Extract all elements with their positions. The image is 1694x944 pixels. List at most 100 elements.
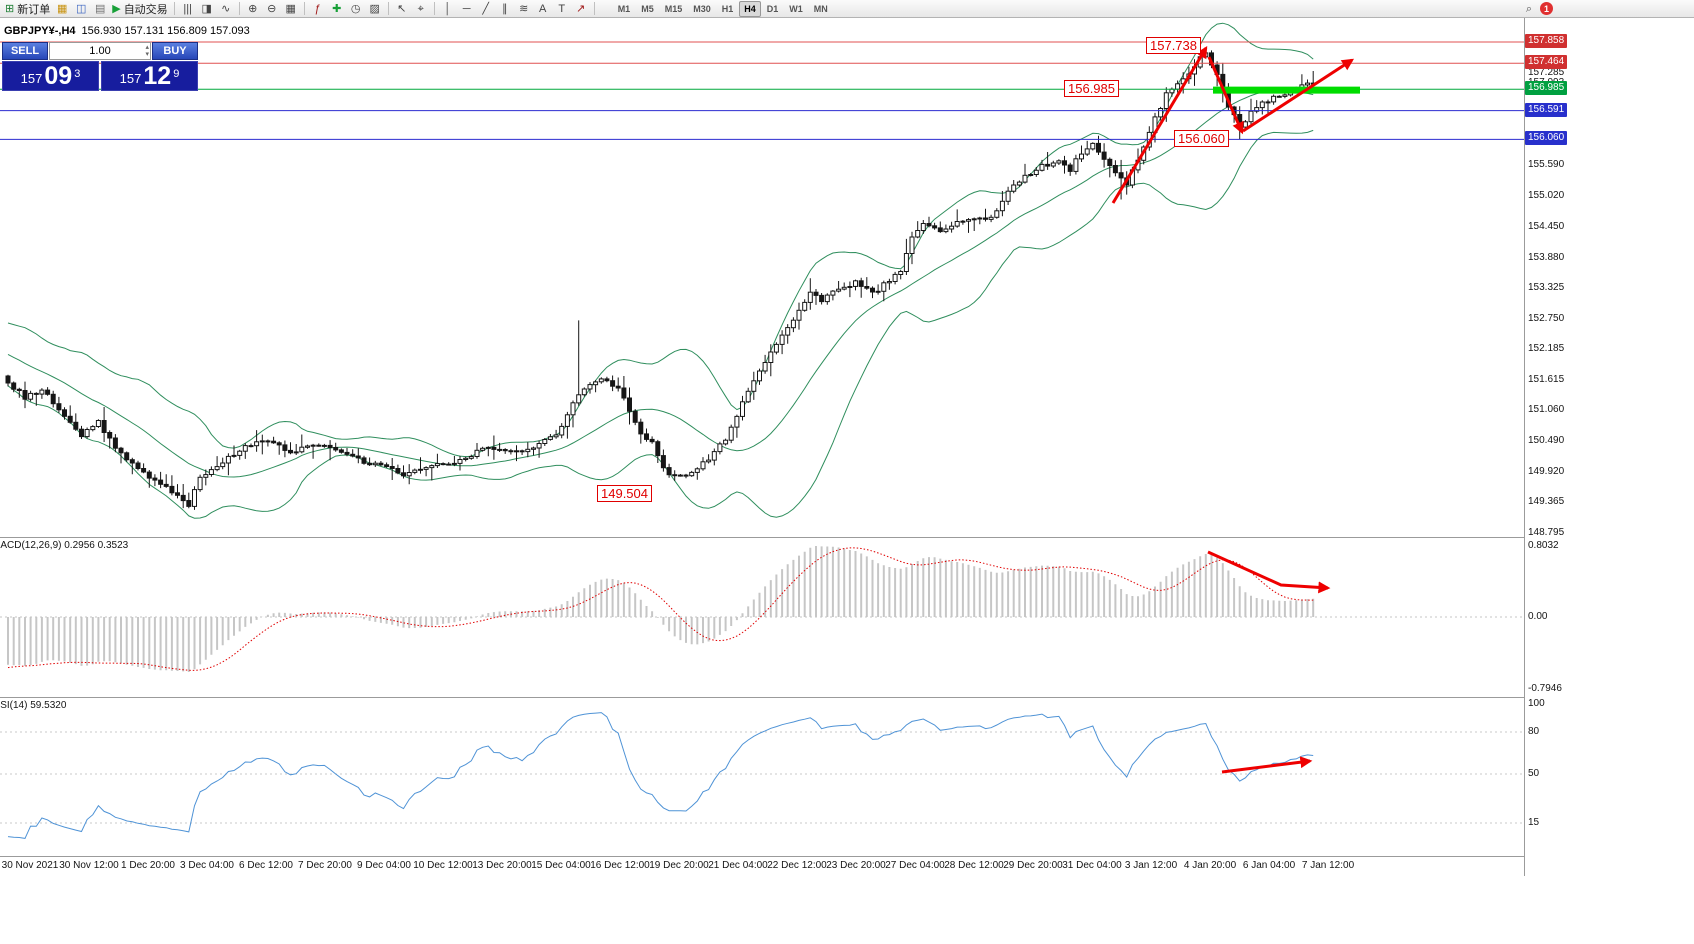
chart-window-icon-icon: ▦ (57, 2, 68, 15)
periods-icon-icon: ◷ (350, 2, 361, 15)
toolbar-separator (387, 2, 389, 15)
rsi-plot (0, 712, 1524, 839)
vertical-line-icon[interactable]: │ (439, 1, 457, 17)
chart-background (0, 18, 1694, 944)
volume-value: 1.00 (89, 45, 111, 57)
chart-ohlc-header: GBPJPY¥-,H4 156.930 157.131 156.809 157.0… (4, 25, 250, 37)
vertical-line-icon-icon: │ (444, 2, 452, 15)
crosshair-icon[interactable]: ⌖ (412, 1, 430, 17)
timeframe-m30-button[interactable]: M30 (693, 3, 711, 14)
one-click-trading-panel: SELL 1.00 ▴ ▾ BUY 157 09 3 157 12 9 (2, 42, 198, 91)
toolbar-separator (433, 2, 435, 15)
fibonacci-icon-icon: ≋ (519, 2, 529, 15)
arrow-tool-icon-icon: ↗ (576, 2, 586, 15)
sell-price-prefix: 157 (20, 71, 43, 86)
market-watch-icon-icon: ▤ (95, 2, 106, 15)
timeframe-h1-button[interactable]: H1 (721, 3, 734, 14)
fibonacci-icon[interactable]: ≋ (515, 1, 533, 17)
timeframe-m15-button[interactable]: M15 (664, 3, 683, 14)
new-order-button-label: 新订单 (17, 3, 51, 16)
bar-chart-icon[interactable]: ||| (179, 1, 197, 17)
candlesticks (5, 46, 1316, 510)
autotrade-icon: ▶ (112, 2, 121, 15)
ohlc-values: 156.930 157.131 156.809 157.093 (81, 25, 250, 37)
rsi-indicator-label: RSI(14) 59.5320 (0, 700, 67, 711)
autotrade-button-label: 自动交易 (123, 3, 168, 16)
timeframe-w1-button[interactable]: W1 (789, 3, 803, 14)
arrow-tool-icon[interactable]: ↗ (572, 1, 590, 17)
volume-stepper[interactable]: ▴ ▾ (145, 43, 149, 59)
timeframe-bar: M1 M5 M15 M30 H1 H4 D1 W1 MN (613, 0, 833, 17)
add-indicator-icon-icon: ✚ (332, 2, 342, 15)
market-watch-icon[interactable]: ▤ (91, 1, 109, 17)
toolbar-separator (238, 2, 240, 15)
buy-button[interactable]: BUY (152, 42, 198, 60)
panel-borders (0, 18, 1525, 876)
bollinger-bands (7, 22, 1314, 519)
templates-icon[interactable]: ▨ (366, 1, 384, 17)
cursor-icon-icon: ↖ (397, 2, 407, 15)
candlestick-chart-icon-icon: ◨ (201, 2, 212, 15)
tile-windows-icon-icon: ▦ (285, 2, 296, 15)
timeframe-h4-button[interactable]: H4 (739, 0, 761, 17)
toolbar: ⊞ 新订单 ▦ ◫ ▤ ▶ 自动交易 ||| ◨ ∿ ⊕ ⊖ ▦ ƒ ✚ ◷ ▨ ↖ ⌖ │ ─ ╱ ∥ ≋ A T ↗ M1 M5 M… (0, 0, 1694, 18)
candlestick-chart-icon[interactable]: ◨ (198, 1, 216, 17)
zoom-in-icon-icon: ⊕ (248, 2, 258, 15)
line-chart-icon[interactable]: ∿ (217, 1, 235, 17)
trend-annotation-arrows[interactable] (1111, 45, 1355, 774)
horizontal-level-lines[interactable] (0, 41, 1524, 140)
timeframe-m1-button[interactable]: M1 (617, 3, 631, 14)
bar-chart-icon-icon: ||| (183, 2, 192, 15)
cursor-icon[interactable]: ↖ (393, 1, 411, 17)
horizontal-line-icon[interactable]: ─ (458, 1, 476, 17)
line-chart-icon-icon: ∿ (221, 2, 231, 15)
timeframe-d1-button[interactable]: D1 (766, 3, 779, 14)
timeframe-m5-button[interactable]: M5 (641, 3, 654, 14)
text-icon-icon: A (539, 2, 547, 15)
sell-price-sup: 3 (74, 68, 81, 80)
zoom-out-icon-icon: ⊖ (267, 2, 277, 15)
toolbar-right: ⌕ 1 (1526, 1, 1553, 17)
macd-plot (0, 546, 1524, 672)
notification-badge[interactable]: 1 (1540, 2, 1553, 15)
timeframe-mn-button[interactable]: MN (813, 3, 828, 14)
toolbar-buttons: ⊞ 新订单 ▦ ◫ ▤ ▶ 自动交易 ||| ◨ ∿ ⊕ ⊖ ▦ ƒ ✚ ◷ ▨ ↖ ⌖ │ ─ ╱ ∥ ≋ A T ↗ (3, 1, 598, 17)
buy-price-big: 12 (143, 62, 172, 90)
horizontal-line-icon-icon: ─ (462, 2, 471, 15)
templates-icon-icon: ▨ (369, 2, 380, 15)
profiles-icon-icon: ◫ (76, 2, 87, 15)
toolbar-separator (593, 2, 595, 15)
new-order-icon: ⊞ (5, 2, 15, 15)
trendline-icon-icon: ╱ (482, 2, 489, 15)
macd-indicator-label: MACD(12,26,9) 0.2956 0.3523 (0, 540, 129, 551)
channel-icon[interactable]: ∥ (496, 1, 514, 17)
trendline-icon[interactable]: ╱ (477, 1, 495, 17)
sell-button[interactable]: SELL (2, 42, 48, 60)
volume-input[interactable]: 1.00 ▴ ▾ (49, 42, 151, 60)
stepper-up-icon[interactable]: ▴ (145, 44, 149, 51)
sell-price-display[interactable]: 157 09 3 (2, 61, 99, 91)
buy-price-display[interactable]: 157 12 9 (101, 61, 198, 91)
channel-icon-icon: ∥ (501, 2, 508, 15)
indicators-icon[interactable]: ƒ (309, 1, 327, 17)
buy-price-prefix: 157 (119, 71, 142, 86)
indicators-icon-icon: ƒ (314, 2, 321, 15)
periods-icon[interactable]: ◷ (347, 1, 365, 17)
toolbar-separator (303, 2, 305, 15)
label-icon[interactable]: T (553, 1, 571, 17)
crosshair-icon-icon: ⌖ (417, 2, 424, 15)
tile-windows-icon[interactable]: ▦ (282, 1, 300, 17)
profiles-icon[interactable]: ◫ (72, 1, 90, 17)
zoom-in-icon[interactable]: ⊕ (244, 1, 262, 17)
add-indicator-icon[interactable]: ✚ (328, 1, 346, 17)
label-icon-icon: T (558, 2, 566, 15)
chart-window-icon[interactable]: ▦ (53, 1, 71, 17)
new-order-button[interactable]: ⊞ 新订单 (3, 1, 52, 17)
stepper-down-icon[interactable]: ▾ (145, 51, 149, 58)
zoom-out-icon[interactable]: ⊖ (263, 1, 281, 17)
search-icon[interactable]: ⌕ (1525, 2, 1532, 15)
autotrade-button[interactable]: ▶ 自动交易 (110, 1, 169, 17)
text-icon[interactable]: A (534, 1, 552, 17)
